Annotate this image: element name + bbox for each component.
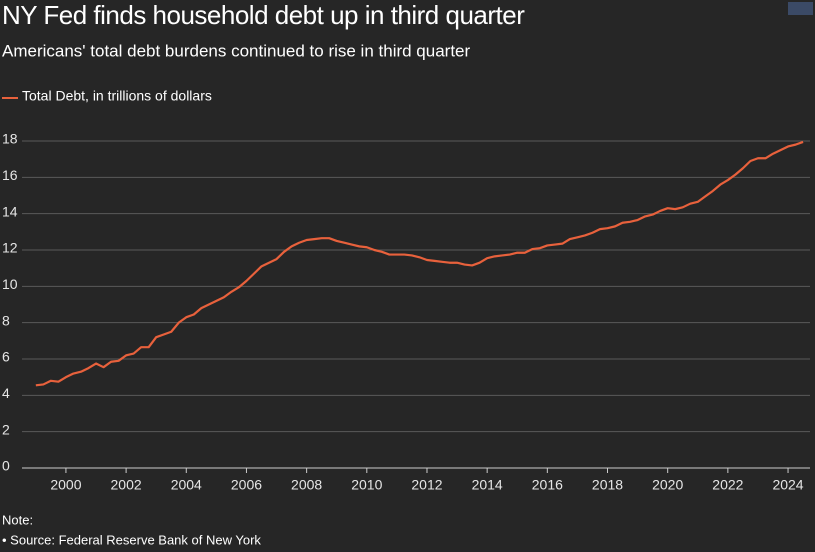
y-tick-label: 16 [2, 167, 18, 183]
chart-title: NY Fed finds household debt up in third … [2, 0, 525, 30]
x-tick-label: 2024 [772, 477, 803, 493]
y-tick-label: 18 [2, 131, 18, 147]
x-tick-label: 2000 [50, 477, 81, 493]
y-tick-label: 8 [2, 312, 10, 328]
y-tick-label: 10 [2, 276, 18, 292]
y-tick-label: 6 [2, 349, 10, 365]
logo [788, 2, 813, 15]
x-tick-label: 2022 [712, 477, 743, 493]
chart-subtitle: Americans' total debt burdens continued … [2, 41, 471, 60]
x-tick-label: 2004 [171, 477, 202, 493]
note: Note: [2, 512, 33, 527]
x-tick-label: 2020 [652, 477, 683, 493]
x-tick-label: 2016 [532, 477, 563, 493]
data-line [35, 140, 804, 387]
y-tick-label: 12 [2, 240, 18, 256]
x-tick-label: 2012 [411, 477, 442, 493]
x-tick-label: 2014 [472, 477, 503, 493]
x-tick-label: 2018 [592, 477, 623, 493]
x-tick-label: 2002 [111, 477, 142, 493]
x-tick-label: 2006 [231, 477, 262, 493]
source: • Source: Federal Reserve Bank of New Yo… [2, 532, 261, 547]
y-tick-label: 4 [2, 385, 10, 401]
x-tick-label: 2008 [291, 477, 322, 493]
y-tick-label: 0 [2, 458, 10, 474]
y-tick-label: 2 [2, 421, 10, 437]
legend-label: Total Debt, in trillions of dollars [22, 88, 212, 104]
y-tick-label: 14 [2, 203, 18, 219]
x-tick-label: 2010 [351, 477, 382, 493]
